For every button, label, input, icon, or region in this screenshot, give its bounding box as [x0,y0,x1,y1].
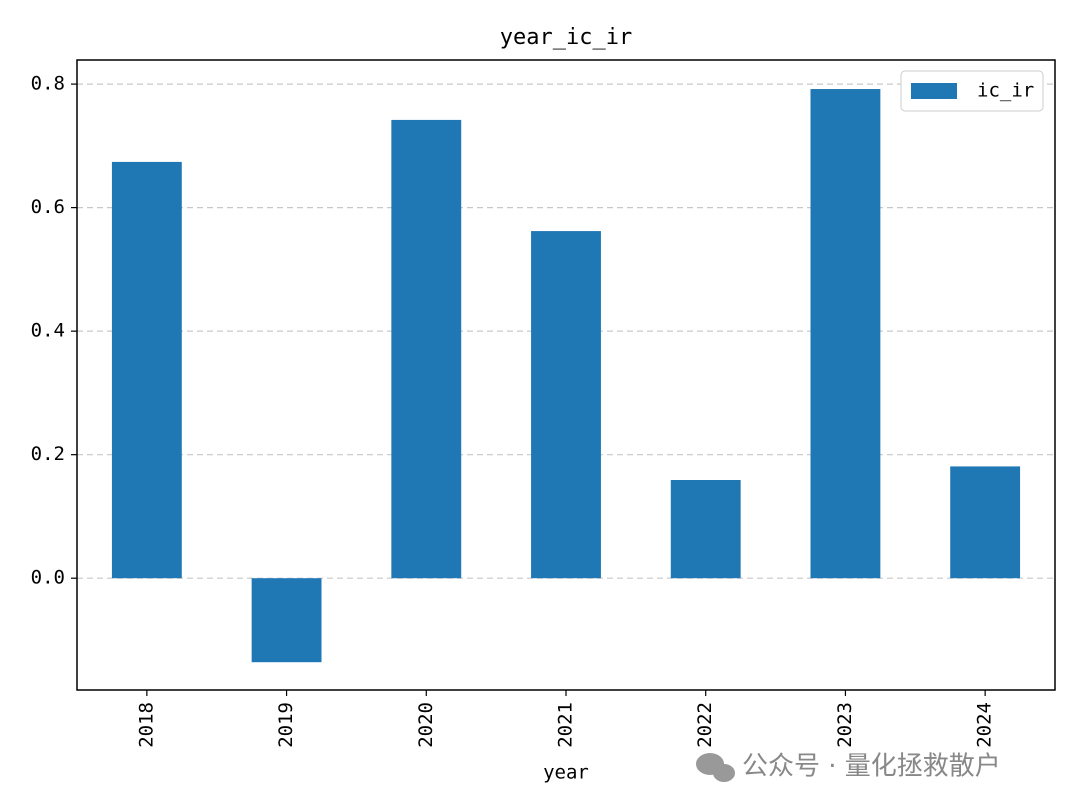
legend-box [900,70,1044,112]
y-tick-label: 0.6 [31,196,65,218]
legend-label: ic_ir [977,80,1034,102]
bar [950,466,1021,579]
x-tick-label: 2020 [415,702,437,748]
x-tick-label: 2024 [974,702,996,748]
x-tick-label: 2021 [555,702,577,748]
y-tick-label: 0.4 [31,320,65,342]
x-tick-label: 2018 [135,702,157,748]
x-tick-label: 2019 [275,702,297,748]
bar [391,119,462,579]
x-axis-label: year [543,762,589,784]
y-tick-label: 0.2 [31,443,65,465]
watermark-icon [696,753,735,782]
chart-title: year_ic_ir [500,25,632,50]
legend-swatch [911,83,957,99]
plot-frame [76,59,1056,691]
bar [111,161,182,579]
x-tick-label: 2022 [694,702,716,748]
y-tick-label: 0.8 [31,73,65,95]
bar [670,480,741,579]
bar [251,578,322,663]
x-tick-label: 2023 [834,702,856,748]
bar [531,231,601,579]
bar [810,89,881,579]
y-tick-label: 0.0 [31,567,65,589]
watermark: 公众号 · 量化拯救散户 [742,752,1001,782]
